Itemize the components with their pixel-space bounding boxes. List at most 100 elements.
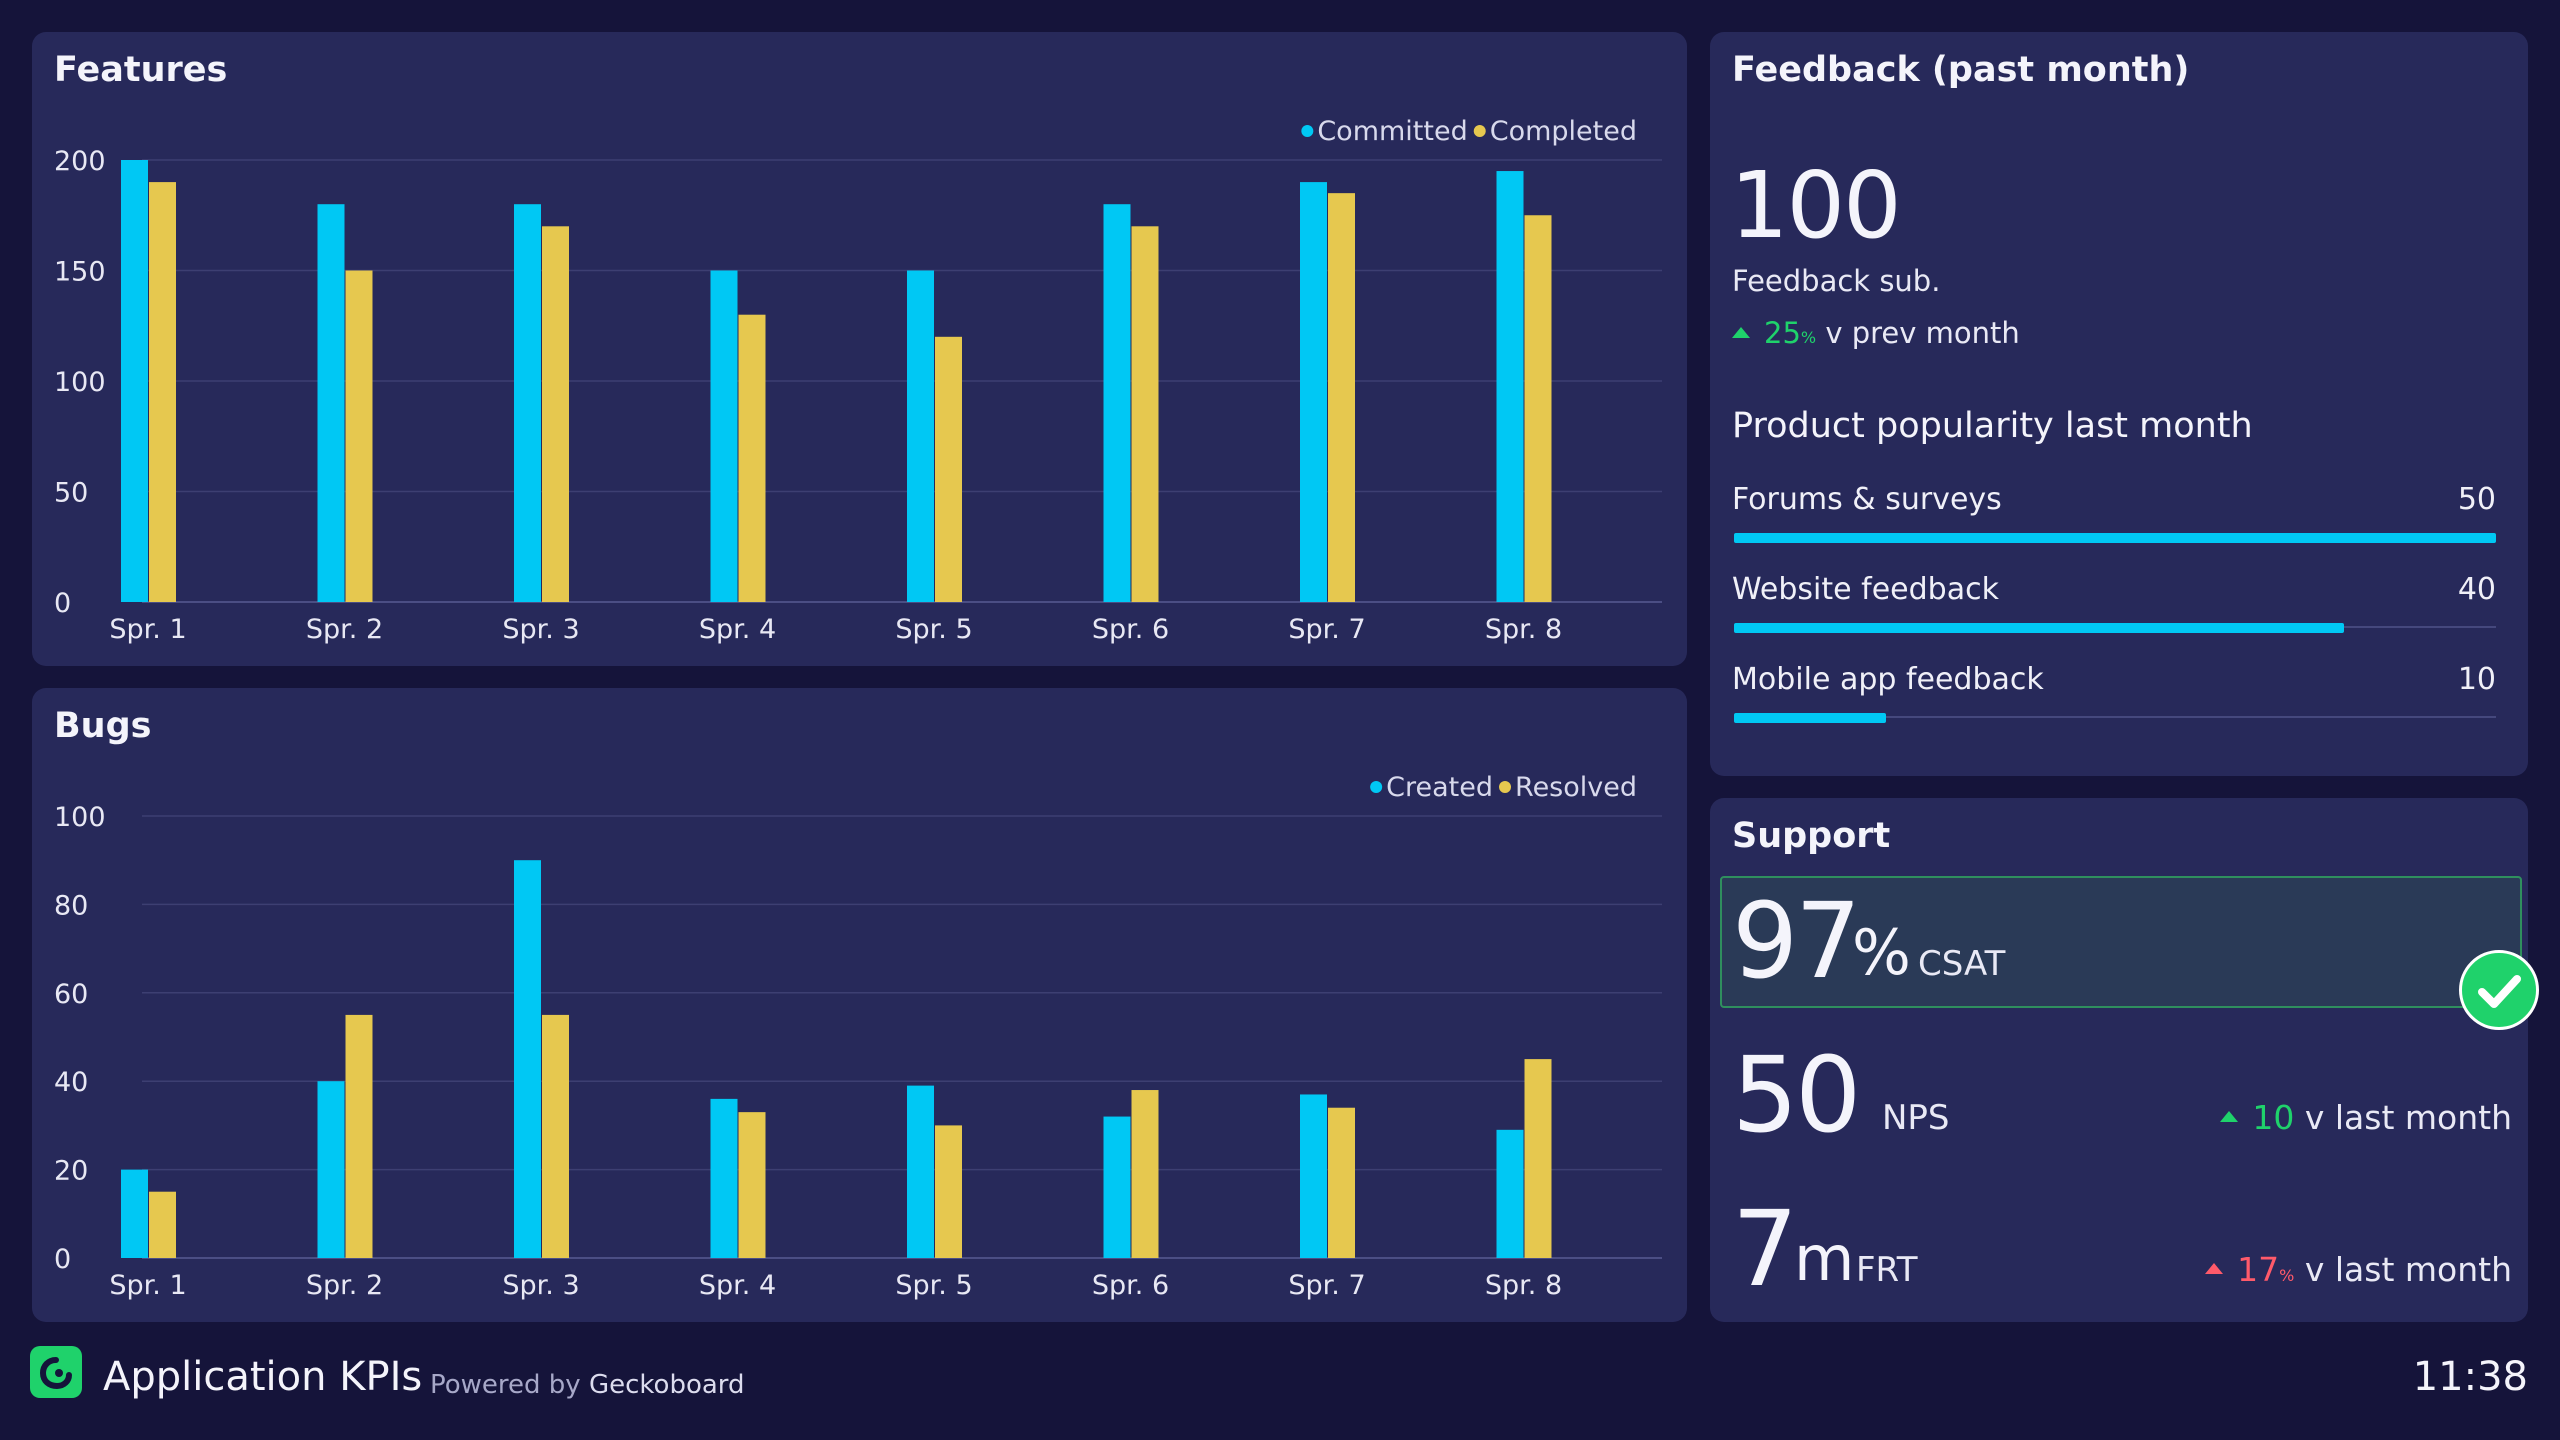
bugs-x-tick: Spr. 7 [1288, 1270, 1365, 1301]
bugs-bar-resolved [1328, 1107, 1355, 1258]
frt-label: FRT [1856, 1250, 1918, 1290]
bugs-y-tick: 60 [54, 979, 88, 1010]
bugs-bar-created [514, 860, 541, 1258]
bugs-title: Bugs [54, 706, 152, 746]
nps-label: NPS [1882, 1098, 1950, 1138]
bugs-bar-resolved [1131, 1090, 1159, 1258]
feedback-trend-unit: % [1800, 328, 1817, 347]
popularity-fill [1734, 713, 1887, 723]
features-bar-committed [710, 270, 738, 602]
features-legend-dot [1473, 125, 1486, 137]
features-y-tick: 200 [54, 146, 106, 177]
features-bar-completed [1328, 193, 1355, 602]
bugs-y-tick: 40 [54, 1067, 88, 1098]
bugs-bar-created [121, 1169, 148, 1258]
features-bar-completed [738, 314, 766, 602]
popularity-fill [1734, 623, 2344, 633]
popularity-row: Website feedback 40 [1732, 572, 2496, 652]
features-x-tick: Spr. 7 [1288, 614, 1365, 645]
nps-trend-text: v last month [2304, 1098, 2512, 1137]
bugs-x-tick: Spr. 4 [699, 1270, 776, 1301]
nps-value: 50 [1732, 1034, 1861, 1156]
bugs-x-tick: Spr. 5 [895, 1270, 972, 1301]
features-y-tick: 50 [54, 478, 88, 509]
nps-trend-value: 10 [2252, 1098, 2295, 1137]
trend-up-icon [2205, 1263, 2224, 1274]
features-x-tick: Spr. 6 [1092, 614, 1169, 645]
features-panel: Features 0 50 100 150 200 Spr. 1 Spr. 2 Spr. 3 S… [32, 32, 1687, 666]
bugs-y-tick: 0 [54, 1244, 71, 1275]
bugs-panel: Bugs 0 20 40 60 80 100 Spr. 1 Spr. 2 Spr. 3 Spr. … [32, 688, 1687, 1322]
features-x-tick: Spr. 1 [109, 614, 186, 645]
features-bar-completed [1131, 226, 1159, 603]
bugs-chart: 0 20 40 60 80 100 Spr. 1 Spr. 2 Spr. 3 Spr. 4 Spr.… [54, 772, 1662, 1301]
features-chart: 0 50 100 150 200 Spr. 1 Spr. 2 Spr. 3 Spr. 4 Spr.… [54, 116, 1662, 645]
bugs-bar-created [710, 1098, 738, 1258]
feedback-trend-text: v prev month [1825, 316, 2020, 350]
app-title: Application KPIs [103, 1354, 423, 1400]
feedback-count: 100 [1730, 152, 1902, 259]
frt-trend: 17% v last month [2205, 1250, 2512, 1289]
frt-trend-unit: % [2279, 1266, 2295, 1285]
features-y-tick: 150 [54, 257, 106, 288]
bugs-bar-resolved [542, 1014, 569, 1258]
frt-trend-text: v last month [2304, 1250, 2512, 1289]
features-bar-committed [514, 204, 541, 602]
features-y-tick: 0 [54, 588, 71, 619]
features-title: Features [54, 50, 228, 90]
frt-trend-value: 17 [2237, 1250, 2280, 1289]
bugs-legend-label: Resolved [1515, 772, 1637, 803]
bugs-bar-created [1496, 1129, 1524, 1258]
bugs-bar-resolved [149, 1191, 176, 1258]
popularity-fill [1734, 533, 2496, 543]
features-bar-committed [1300, 182, 1327, 602]
bugs-x-tick: Spr. 8 [1485, 1270, 1562, 1301]
features-bar-completed [149, 182, 176, 602]
popularity-row-label: Forums & surveys [1732, 482, 2002, 517]
popularity-row: Forums & surveys 50 [1732, 482, 2496, 562]
features-legend-label: Committed [1317, 116, 1467, 147]
popularity-row-label: Website feedback [1732, 572, 1999, 607]
feedback-trend: 25% v prev month [1732, 316, 2020, 350]
bugs-bar-resolved [935, 1125, 962, 1258]
bugs-bar-created [1103, 1116, 1131, 1258]
features-x-tick: Spr. 4 [699, 614, 776, 645]
features-bar-committed [1496, 171, 1524, 603]
bugs-x-tick: Spr. 3 [502, 1270, 579, 1301]
bugs-bar-created [1300, 1094, 1327, 1258]
features-y-tick: 100 [54, 367, 106, 398]
feedback-title: Feedback (past month) [1732, 50, 2190, 90]
bugs-bar-resolved [1524, 1059, 1552, 1258]
features-bar-completed [345, 270, 373, 602]
geckoboard-logo-icon [30, 1346, 82, 1398]
features-bar-committed [907, 270, 934, 602]
features-bar-completed [1524, 215, 1552, 602]
bugs-bar-created [907, 1085, 934, 1258]
features-bar-committed [317, 204, 345, 602]
bugs-bar-resolved [345, 1014, 373, 1258]
features-bar-completed [935, 336, 962, 602]
powered-prefix: Powered by [430, 1370, 581, 1400]
bugs-bar-created [317, 1081, 345, 1258]
trend-up-icon [2220, 1111, 2239, 1122]
popularity-row: Mobile app feedback 10 [1732, 662, 2496, 742]
popularity-row-value: 40 [2457, 572, 2496, 607]
bugs-legend-label: Created [1386, 772, 1493, 803]
popularity-row-label: Mobile app feedback [1732, 662, 2044, 697]
csat-value: 97 [1732, 880, 1861, 1002]
bugs-y-tick: 20 [54, 1156, 88, 1187]
bugs-legend-dot [1499, 781, 1512, 793]
features-legend-dot [1301, 125, 1314, 137]
features-x-tick: Spr. 3 [502, 614, 579, 645]
features-bar-committed [1103, 204, 1131, 602]
clock: 11:38 [2412, 1354, 2528, 1400]
powered-by: Powered by Geckoboard [430, 1370, 745, 1400]
bugs-x-tick: Spr. 2 [306, 1270, 383, 1301]
features-legend-label: Completed [1490, 116, 1637, 147]
popularity-heading: Product popularity last month [1732, 406, 2253, 446]
bugs-y-tick: 80 [54, 890, 88, 921]
bugs-legend-dot [1370, 781, 1383, 793]
bugs-y-tick: 100 [54, 802, 106, 833]
check-icon [2459, 950, 2539, 1030]
trend-up-icon [1732, 326, 1750, 338]
